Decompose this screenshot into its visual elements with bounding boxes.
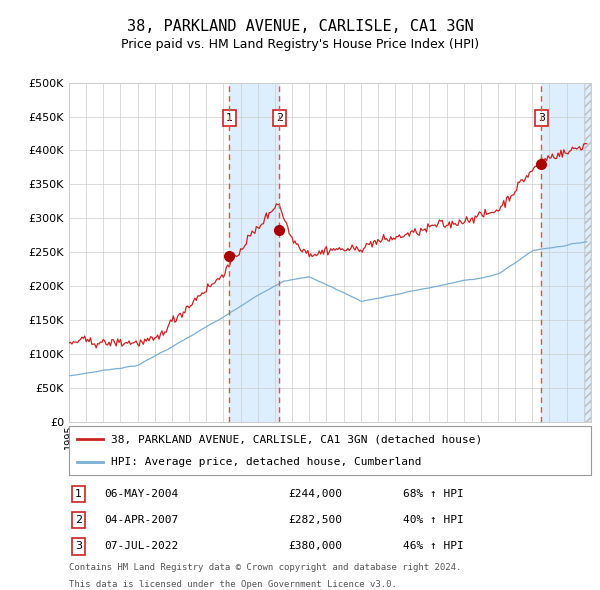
Text: £380,000: £380,000 xyxy=(288,542,342,552)
Text: 38, PARKLAND AVENUE, CARLISLE, CA1 3GN (detached house): 38, PARKLAND AVENUE, CARLISLE, CA1 3GN (… xyxy=(111,434,482,444)
Text: 07-JUL-2022: 07-JUL-2022 xyxy=(104,542,179,552)
Text: HPI: Average price, detached house, Cumberland: HPI: Average price, detached house, Cumb… xyxy=(111,457,421,467)
Text: 2: 2 xyxy=(276,113,283,123)
Text: 68% ↑ HPI: 68% ↑ HPI xyxy=(403,489,464,499)
Text: £282,500: £282,500 xyxy=(288,515,342,525)
Bar xyxy=(229,83,280,422)
Text: Contains HM Land Registry data © Crown copyright and database right 2024.: Contains HM Land Registry data © Crown c… xyxy=(69,563,461,572)
Text: Price paid vs. HM Land Registry's House Price Index (HPI): Price paid vs. HM Land Registry's House … xyxy=(121,38,479,51)
Text: 1: 1 xyxy=(75,489,82,499)
Bar xyxy=(541,83,591,422)
Text: 3: 3 xyxy=(538,113,545,123)
Text: 04-APR-2007: 04-APR-2007 xyxy=(104,515,179,525)
Text: This data is licensed under the Open Government Licence v3.0.: This data is licensed under the Open Gov… xyxy=(69,579,397,589)
Text: £244,000: £244,000 xyxy=(288,489,342,499)
Text: 2: 2 xyxy=(75,515,82,525)
Text: 3: 3 xyxy=(75,542,82,552)
Text: 06-MAY-2004: 06-MAY-2004 xyxy=(104,489,179,499)
Text: 46% ↑ HPI: 46% ↑ HPI xyxy=(403,542,464,552)
Text: 40% ↑ HPI: 40% ↑ HPI xyxy=(403,515,464,525)
Text: 1: 1 xyxy=(226,113,233,123)
Text: 38, PARKLAND AVENUE, CARLISLE, CA1 3GN: 38, PARKLAND AVENUE, CARLISLE, CA1 3GN xyxy=(127,19,473,34)
